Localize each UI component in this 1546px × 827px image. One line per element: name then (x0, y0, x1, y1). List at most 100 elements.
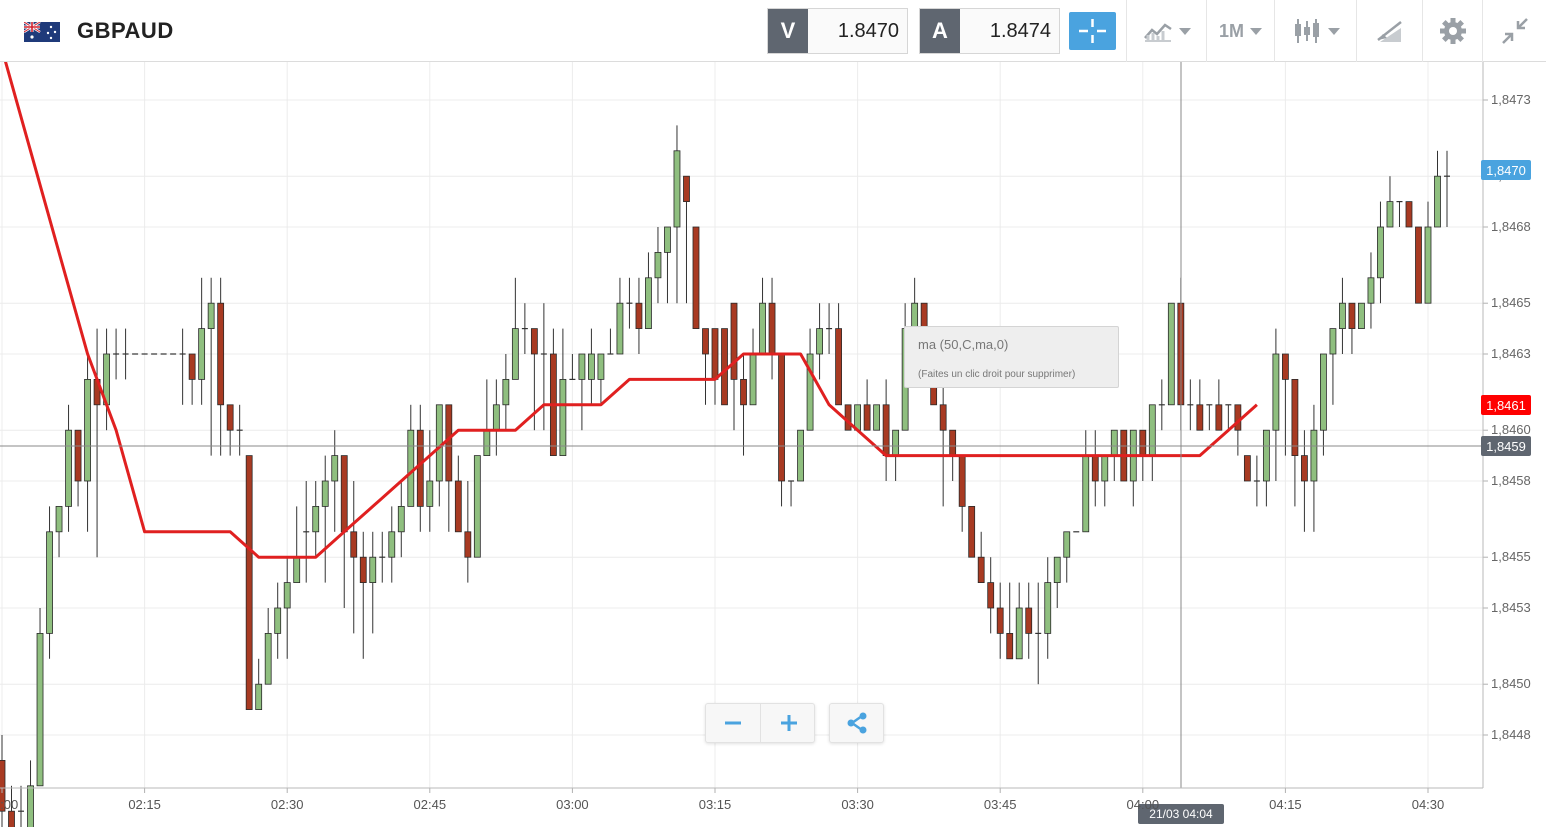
candle-body (1091, 455, 1099, 482)
price-tick-label: 1,8453 (1491, 600, 1531, 615)
moving-average-layer (4, 62, 1258, 559)
candle-body (1262, 429, 1270, 482)
candle-body (673, 150, 681, 228)
candle-body (1301, 455, 1308, 482)
candle-body (473, 455, 481, 558)
collapse-button[interactable] (1482, 0, 1546, 62)
candle-body (350, 531, 358, 558)
candle-body (1348, 302, 1356, 330)
indicator-tooltip-hint: (Faites un clic droit pour supprimer) (918, 369, 1076, 380)
crosshair: 21/03 04:04 (0, 62, 1483, 824)
chart-type-button[interactable] (1126, 0, 1206, 62)
price-chart[interactable]: 21/03 04:04 1,84731,84701,84681,84651,84… (0, 62, 1546, 827)
indicator-tooltip[interactable]: ma (50,C,ma,0) (Faites un clic droit pou… (904, 326, 1119, 388)
candle-body (1329, 328, 1337, 355)
price-tick-label: 1,8465 (1491, 295, 1531, 310)
gear-icon (1439, 18, 1466, 44)
candle-body (1367, 277, 1375, 304)
candle-body (388, 531, 396, 558)
zoom-out-button[interactable] (706, 704, 761, 742)
candle-body (968, 505, 976, 558)
zoom-controls (705, 703, 815, 743)
candle-body (207, 302, 215, 330)
candle-body (873, 404, 881, 431)
chevron-down-icon (1327, 27, 1340, 35)
candle-body (340, 455, 348, 533)
candle-body (958, 455, 966, 507)
candle-body (1044, 582, 1052, 634)
candle-body (226, 404, 234, 431)
crosshair-icon (1079, 19, 1106, 43)
ma-price-label: 1,8461 (1486, 398, 1526, 413)
candle-body (312, 505, 320, 533)
candle-body (483, 429, 491, 457)
price-tick-label: 1,8460 (1491, 422, 1531, 437)
candle-body (721, 328, 728, 406)
candle-body (198, 328, 206, 380)
candle-body (1272, 353, 1280, 431)
candle-body (65, 429, 72, 507)
candlestick-icon (1294, 19, 1319, 43)
last-price-label: 1,8470 (1486, 163, 1526, 178)
candle-body (1196, 404, 1204, 431)
candle-body (245, 455, 253, 711)
candle-body (1167, 302, 1175, 406)
price-axis: 1,8473 1,8470 1,8468 1,8465 1,8463 1,8460 1,84… (1481, 62, 1531, 788)
price-tick-label: 1,8448 (1491, 727, 1531, 742)
share-button[interactable] (829, 703, 884, 743)
candle-body (1082, 455, 1090, 533)
candle-body (692, 226, 700, 329)
settings-button[interactable] (1422, 0, 1482, 62)
candle-body (664, 226, 671, 253)
candle-body (255, 683, 263, 711)
timeframe-label: 1M (1218, 20, 1244, 41)
candle-body (321, 480, 329, 507)
candle-body (740, 378, 747, 406)
candle-body (578, 353, 586, 380)
candle-body (759, 302, 766, 355)
candle-body (188, 353, 196, 380)
candle-body (797, 429, 804, 482)
drawing-tools-button[interactable] (1356, 0, 1422, 62)
candle-body (8, 810, 15, 827)
minus-icon (725, 721, 741, 725)
candle-body (1234, 404, 1242, 431)
candle-body (597, 353, 605, 380)
time-tick-label: 03:15 (699, 797, 732, 812)
candle-body (778, 353, 785, 482)
zoom-in-button[interactable] (761, 704, 816, 742)
candle-body (1386, 201, 1394, 228)
candle-body (264, 633, 272, 685)
crosshair-time-badge (1138, 804, 1224, 824)
candle-body (426, 480, 434, 507)
price-tick-label: 1,8468 (1491, 219, 1531, 234)
candle-body (635, 302, 643, 330)
candle-body (844, 404, 852, 431)
candle-body (949, 429, 957, 457)
candle-body (435, 404, 443, 482)
line-chart-icon (1143, 23, 1172, 42)
chart-grid (0, 62, 1483, 788)
candle-body (654, 251, 662, 279)
collapse-icon (1501, 18, 1528, 44)
crosshair-button[interactable] (1069, 12, 1116, 50)
candle-body (1377, 226, 1384, 279)
candle-body (1053, 556, 1061, 584)
crosshair-price-badge (1481, 436, 1531, 456)
candle-body (683, 175, 690, 202)
last-price-badge (1481, 160, 1531, 180)
candle-body (1139, 429, 1147, 457)
candle-body (863, 404, 871, 431)
candle-body (645, 277, 652, 329)
sell-price: 1.8470 (837, 20, 899, 42)
candle-body (768, 302, 776, 355)
drawing-tool-icon (1376, 21, 1402, 42)
time-tick-label: 04:00 (1127, 797, 1160, 812)
sell-quote-button[interactable]: V 1.8470 (767, 8, 908, 54)
buy-quote-button[interactable]: A 1.8474 (919, 8, 1060, 54)
candle-body (492, 404, 500, 431)
candle-style-button[interactable] (1274, 0, 1356, 62)
timeframe-button[interactable]: 1M (1206, 0, 1274, 62)
candle-body (293, 556, 301, 584)
candle-body (835, 328, 842, 406)
